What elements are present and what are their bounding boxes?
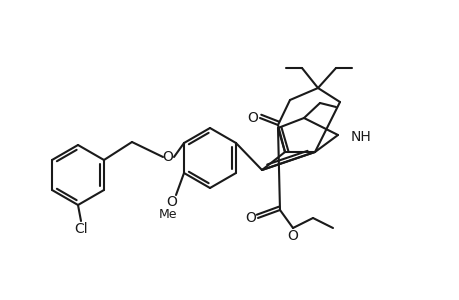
Text: O: O	[166, 195, 177, 209]
Text: O: O	[245, 211, 256, 225]
Text: Me: Me	[158, 208, 177, 221]
Text: Cl: Cl	[74, 222, 88, 236]
Text: O: O	[162, 150, 173, 164]
Text: O: O	[287, 229, 298, 243]
Text: NH: NH	[350, 130, 371, 144]
Text: O: O	[247, 111, 258, 125]
